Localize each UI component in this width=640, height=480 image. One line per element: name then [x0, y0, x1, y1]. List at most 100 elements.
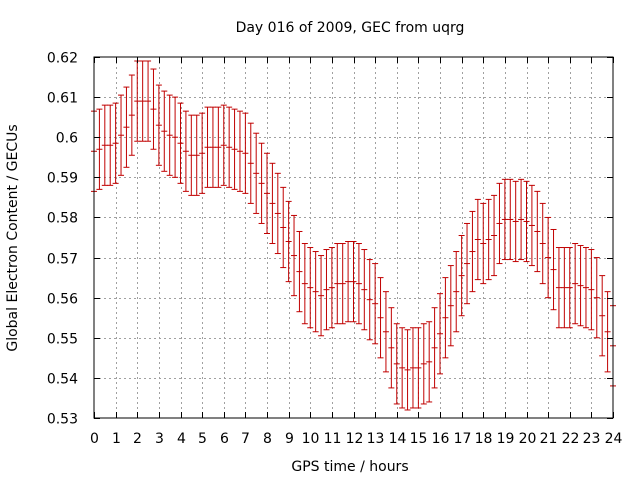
errorbar-point [145, 60, 152, 142]
errorbar-point [388, 307, 395, 389]
errorbar-point [566, 247, 573, 329]
errorbar-point [172, 96, 179, 178]
errorbar-point [485, 198, 492, 281]
errorbar-point [534, 190, 541, 273]
x-tick-label: 9 [285, 431, 294, 447]
errorbar-point [155, 84, 162, 166]
errorbar-point [220, 104, 227, 186]
x-tick-label: 5 [198, 431, 207, 447]
errorbar-point [582, 247, 589, 329]
errorbar-point [539, 202, 546, 285]
x-tick-label: 23 [583, 431, 601, 447]
errorbar-point [253, 132, 260, 214]
x-tick-label: 24 [605, 431, 623, 447]
errorbar-point [199, 112, 206, 194]
x-tick-label: 2 [133, 431, 142, 447]
errorbar-point [604, 291, 611, 373]
errorbar-point [382, 291, 389, 373]
errorbar-point [247, 122, 254, 204]
errorbar-point [453, 251, 460, 333]
errorbar-point [188, 114, 195, 196]
tick-layer [94, 57, 614, 419]
errorbar-point [134, 60, 141, 142]
errorbar-point [296, 230, 303, 313]
errorbar-point [372, 263, 379, 345]
errorbar-point [377, 277, 384, 359]
errorbar-point [328, 247, 335, 329]
grid-layer [94, 57, 613, 418]
x-tick-label: 14 [389, 431, 407, 447]
y-tick-label: 0.55 [47, 332, 78, 348]
y-tick-label: 0.54 [47, 372, 78, 388]
errorbar-point [464, 222, 471, 305]
errorbar-point [323, 249, 330, 331]
errorbar-point [204, 106, 211, 188]
errorbar-point [161, 90, 168, 172]
errorbar-point [555, 247, 562, 329]
errorbar-point [182, 110, 189, 192]
errorbar-point [301, 243, 308, 325]
y-tick-label: 0.53 [47, 412, 78, 428]
x-tick-label: 21 [540, 431, 558, 447]
errorbar-point [361, 249, 368, 331]
y-tick-label: 0.62 [47, 51, 78, 67]
errorbar-point [561, 247, 568, 329]
errorbar-point [226, 106, 233, 188]
errorbar-point [447, 265, 454, 347]
errorbar-point [409, 327, 416, 409]
errorbar-point [264, 152, 270, 234]
errorbar-point [242, 112, 249, 194]
x-tick-label: 19 [497, 431, 515, 447]
errorbar-point [274, 172, 281, 255]
errorbar-point [577, 245, 584, 327]
errorbar-point [474, 198, 481, 281]
x-tick-label: 7 [241, 431, 250, 447]
x-tick-label: 10 [302, 431, 320, 447]
errorbar-point [426, 321, 433, 403]
errorbar-point [420, 323, 427, 405]
errorbar-point [442, 277, 449, 359]
x-tick-label: 13 [367, 431, 385, 447]
errorbar-point [107, 104, 114, 186]
y-tick-label: 0.57 [47, 252, 78, 268]
chart-title: Day 016 of 2009, GEC from uqrg [236, 20, 465, 36]
errorbar-point [355, 243, 362, 325]
x-tick-label: 1 [112, 431, 121, 447]
errorbar-point [215, 106, 222, 188]
errorbar-point [269, 162, 276, 245]
errorbar-point [593, 257, 600, 339]
x-axis-title: GPS time / hours [291, 459, 408, 475]
y-tick-label: 0.58 [47, 211, 78, 227]
errorbar-point [177, 102, 184, 184]
errorbar-point [496, 182, 503, 265]
errorbar-point [96, 108, 103, 190]
errorbar-point [572, 243, 579, 325]
errorbar-point [345, 241, 352, 323]
errorbar-layer [91, 60, 616, 411]
errorbar-point [469, 210, 476, 293]
x-tick-label: 12 [346, 431, 364, 447]
errorbar-point [291, 214, 298, 297]
errorbar-point [523, 180, 530, 263]
errorbar-point [118, 94, 125, 176]
errorbar-point [404, 329, 411, 411]
y-axis-title: Global Electron Content / GECUs [5, 124, 21, 351]
y-tick-label: 0.6 [56, 131, 78, 147]
errorbar-point [128, 74, 135, 156]
errorbar-point [415, 327, 422, 409]
errorbar-point [528, 184, 535, 267]
errorbar-point [437, 293, 443, 375]
tick-label-layer: 0 1 2 3 4 5 6 7 8 9 10 11 12 13 14 15 16 17 18 19 20 21 22 23 24… [47, 51, 623, 448]
errorbar-point [550, 228, 557, 311]
y-tick-label: 0.61 [47, 91, 78, 107]
x-tick-label: 22 [562, 431, 580, 447]
errorbar-point [166, 94, 173, 176]
errorbar-point [307, 247, 314, 329]
x-tick-label: 6 [220, 431, 229, 447]
errorbar-point [399, 327, 406, 409]
errorbar-point [231, 108, 238, 190]
x-tick-label: 18 [475, 431, 493, 447]
errorbar-point [588, 249, 595, 331]
